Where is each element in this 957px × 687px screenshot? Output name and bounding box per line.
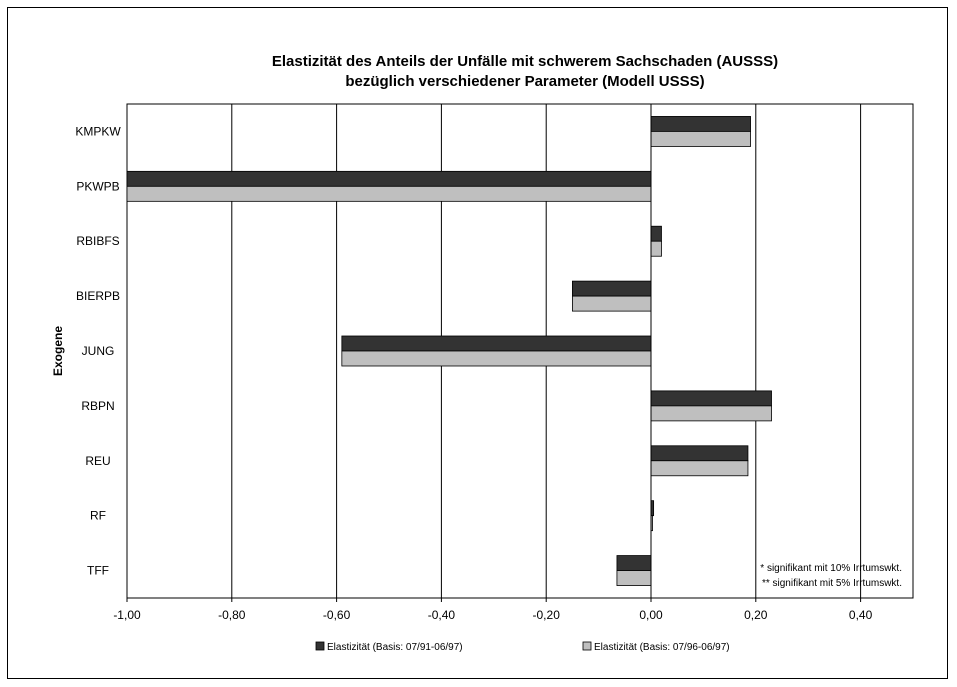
bar-kmpkw-series-2 <box>650 131 751 147</box>
bar-pkwpb-series-2 <box>126 185 652 202</box>
x-tick-label: -0,20 <box>533 608 561 622</box>
bar-jung-series-2 <box>341 350 652 367</box>
significance-note-1: * signifikant mit 10% Irrtumswkt. <box>760 563 902 574</box>
category-label-kmpkw: KMPKW <box>75 124 121 138</box>
category-label-rbpn: RBPN <box>81 399 114 413</box>
bar-tff-series-1 <box>616 555 652 571</box>
legend-label-series-2: Elastizität (Basis: 07/96-06/97) <box>594 642 730 653</box>
bar-rbibfs-series-1 <box>650 225 662 242</box>
bar-kmpkw-series-1 <box>650 116 751 132</box>
legend-label-series-1: Elastizität (Basis: 07/91-06/97) <box>327 642 463 653</box>
legend-swatch-series-2 <box>582 641 592 651</box>
legend: Elastizität (Basis: 07/91-06/97) Elastiz… <box>315 641 730 653</box>
x-tick-label: -0,60 <box>323 608 351 622</box>
category-label-pkwpb: PKWPB <box>76 179 119 193</box>
x-tick-label: 0,20 <box>744 608 768 622</box>
bar-rbpn-series-1 <box>650 390 772 407</box>
bar-tff-series-2 <box>616 570 652 586</box>
category-label-bierpb: BIERPB <box>76 289 120 303</box>
bar-bierpb-series-2 <box>572 295 652 312</box>
x-tick-label: 0,00 <box>639 608 663 622</box>
category-label-reu: REU <box>85 454 110 468</box>
category-label-jung: JUNG <box>82 344 115 358</box>
x-tick-label: -0,80 <box>218 608 246 622</box>
bar-reu-series-1 <box>650 445 749 462</box>
bar-bierpb-series-1 <box>572 280 652 297</box>
bar-jung-series-1 <box>341 335 652 352</box>
x-tick-label: -0,40 <box>428 608 456 622</box>
legend-swatch-series-1 <box>315 641 325 651</box>
x-tick-label: 0,40 <box>849 608 873 622</box>
chart-title-line-2: bezüglich verschiedener Parameter (Model… <box>345 73 704 90</box>
chart-title-line-1: Elastizität des Anteils der Unfälle mit … <box>272 53 778 70</box>
bar-reu-series-2 <box>650 460 749 477</box>
y-axis-label: Exogene <box>51 326 65 376</box>
bar-rbpn-series-2 <box>650 405 772 422</box>
bar-pkwpb-series-1 <box>126 170 652 187</box>
category-label-tff: TFF <box>87 564 109 578</box>
significance-note-2: ** signifikant mit 5% Irrtumswkt. <box>762 578 902 589</box>
category-label-rbibfs: RBIBFS <box>76 234 119 248</box>
bar-rbibfs-series-2 <box>650 240 662 257</box>
chart-frame <box>7 7 948 679</box>
category-label-rf: RF <box>90 509 106 523</box>
x-tick-label: -1,00 <box>113 608 141 622</box>
